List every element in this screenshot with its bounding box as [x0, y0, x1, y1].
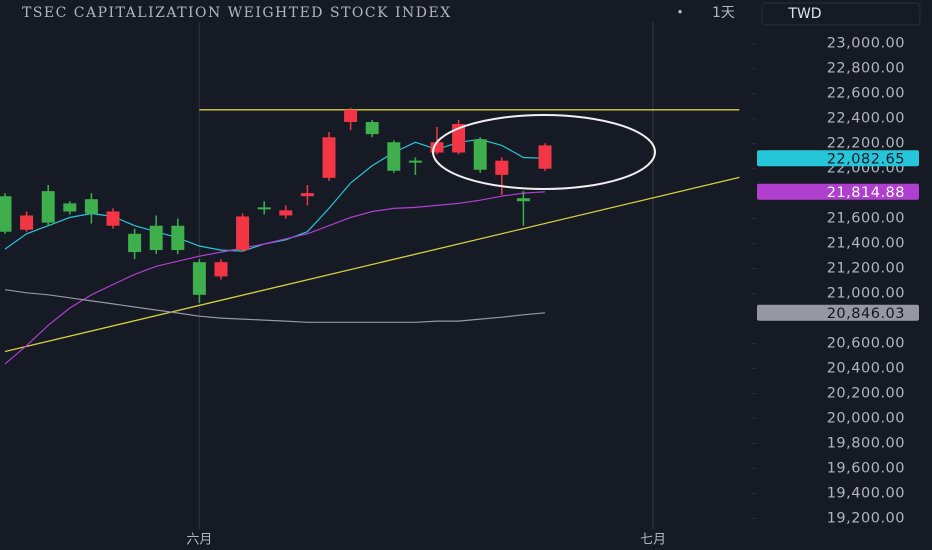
candle-body: [538, 145, 552, 169]
y-tick-label: 21,600.00: [827, 211, 905, 227]
candle-body: [20, 215, 34, 230]
y-tick-label: 22,200.00: [827, 136, 905, 152]
moving-average-line: [4, 289, 546, 323]
y-tick-label: 22,800.00: [827, 61, 905, 77]
candle-body: [387, 142, 401, 171]
trendline: [4, 176, 740, 353]
currency[interactable]: TWD: [787, 6, 821, 22]
y-tick-label: 20,000.00: [827, 410, 905, 426]
price-badge: [757, 183, 919, 200]
y-tick-label: 21,400.00: [827, 236, 905, 252]
candle-body: [63, 203, 77, 212]
y-tick-label: 19,200.00: [827, 510, 905, 526]
interval: 1天: [712, 5, 735, 21]
y-tick-label: 22,600.00: [827, 86, 905, 102]
y-tick-label: 22,400.00: [827, 111, 905, 127]
candle-body: [236, 216, 250, 251]
price-badge-label: 20,846.03: [827, 306, 905, 322]
y-tick-label: 23,000.00: [827, 36, 905, 52]
candle-body: [41, 191, 55, 223]
x-tick-label: 七月: [640, 533, 666, 548]
moving-average-line: [4, 191, 546, 365]
candle-body: [300, 193, 314, 197]
y-tick-label: 21,200.00: [827, 261, 905, 277]
y-tick-label: 21,000.00: [827, 286, 905, 302]
candle-body: [0, 196, 12, 232]
price-badge: [757, 304, 919, 321]
candle-body: [516, 198, 530, 202]
candle-body: [495, 160, 509, 175]
candle-body: [322, 137, 336, 178]
separator: •: [676, 6, 683, 20]
candle-body: [344, 109, 358, 123]
candle-body: [430, 142, 444, 153]
candle-body: [149, 225, 163, 251]
candle-body: [279, 210, 293, 216]
candle-body: [106, 211, 120, 226]
candle-body: [473, 139, 487, 170]
price-badge-label: 21,814.88: [827, 185, 905, 201]
chart-title: TSEC CAPITALIZATION WEIGHTED STOCK INDEX: [22, 5, 452, 21]
y-tick-label: 19,600.00: [827, 460, 905, 476]
candle-body: [365, 122, 379, 135]
candle-body: [171, 225, 185, 251]
y-tick-label: 19,400.00: [827, 485, 905, 501]
x-tick-label: 六月: [186, 533, 212, 548]
y-tick-label: 20,400.00: [827, 360, 905, 376]
highlight-ellipse: [432, 114, 656, 190]
price-badge-label: 22,082.65: [827, 151, 905, 167]
candle-body: [128, 233, 142, 253]
plot-area: [0, 22, 740, 529]
candle-body: [408, 160, 422, 163]
price-badge: [757, 150, 919, 167]
candle-body: [84, 199, 98, 214]
y-tick-label: 19,800.00: [827, 435, 905, 451]
currency-box[interactable]: [761, 2, 921, 26]
candle-body: [192, 262, 206, 295]
candle-body: [257, 207, 271, 210]
candle-body: [214, 262, 228, 277]
y-tick-label: 20,200.00: [827, 385, 905, 401]
candle-body: [452, 124, 466, 153]
y-tick-label: 20,600.00: [827, 336, 905, 352]
